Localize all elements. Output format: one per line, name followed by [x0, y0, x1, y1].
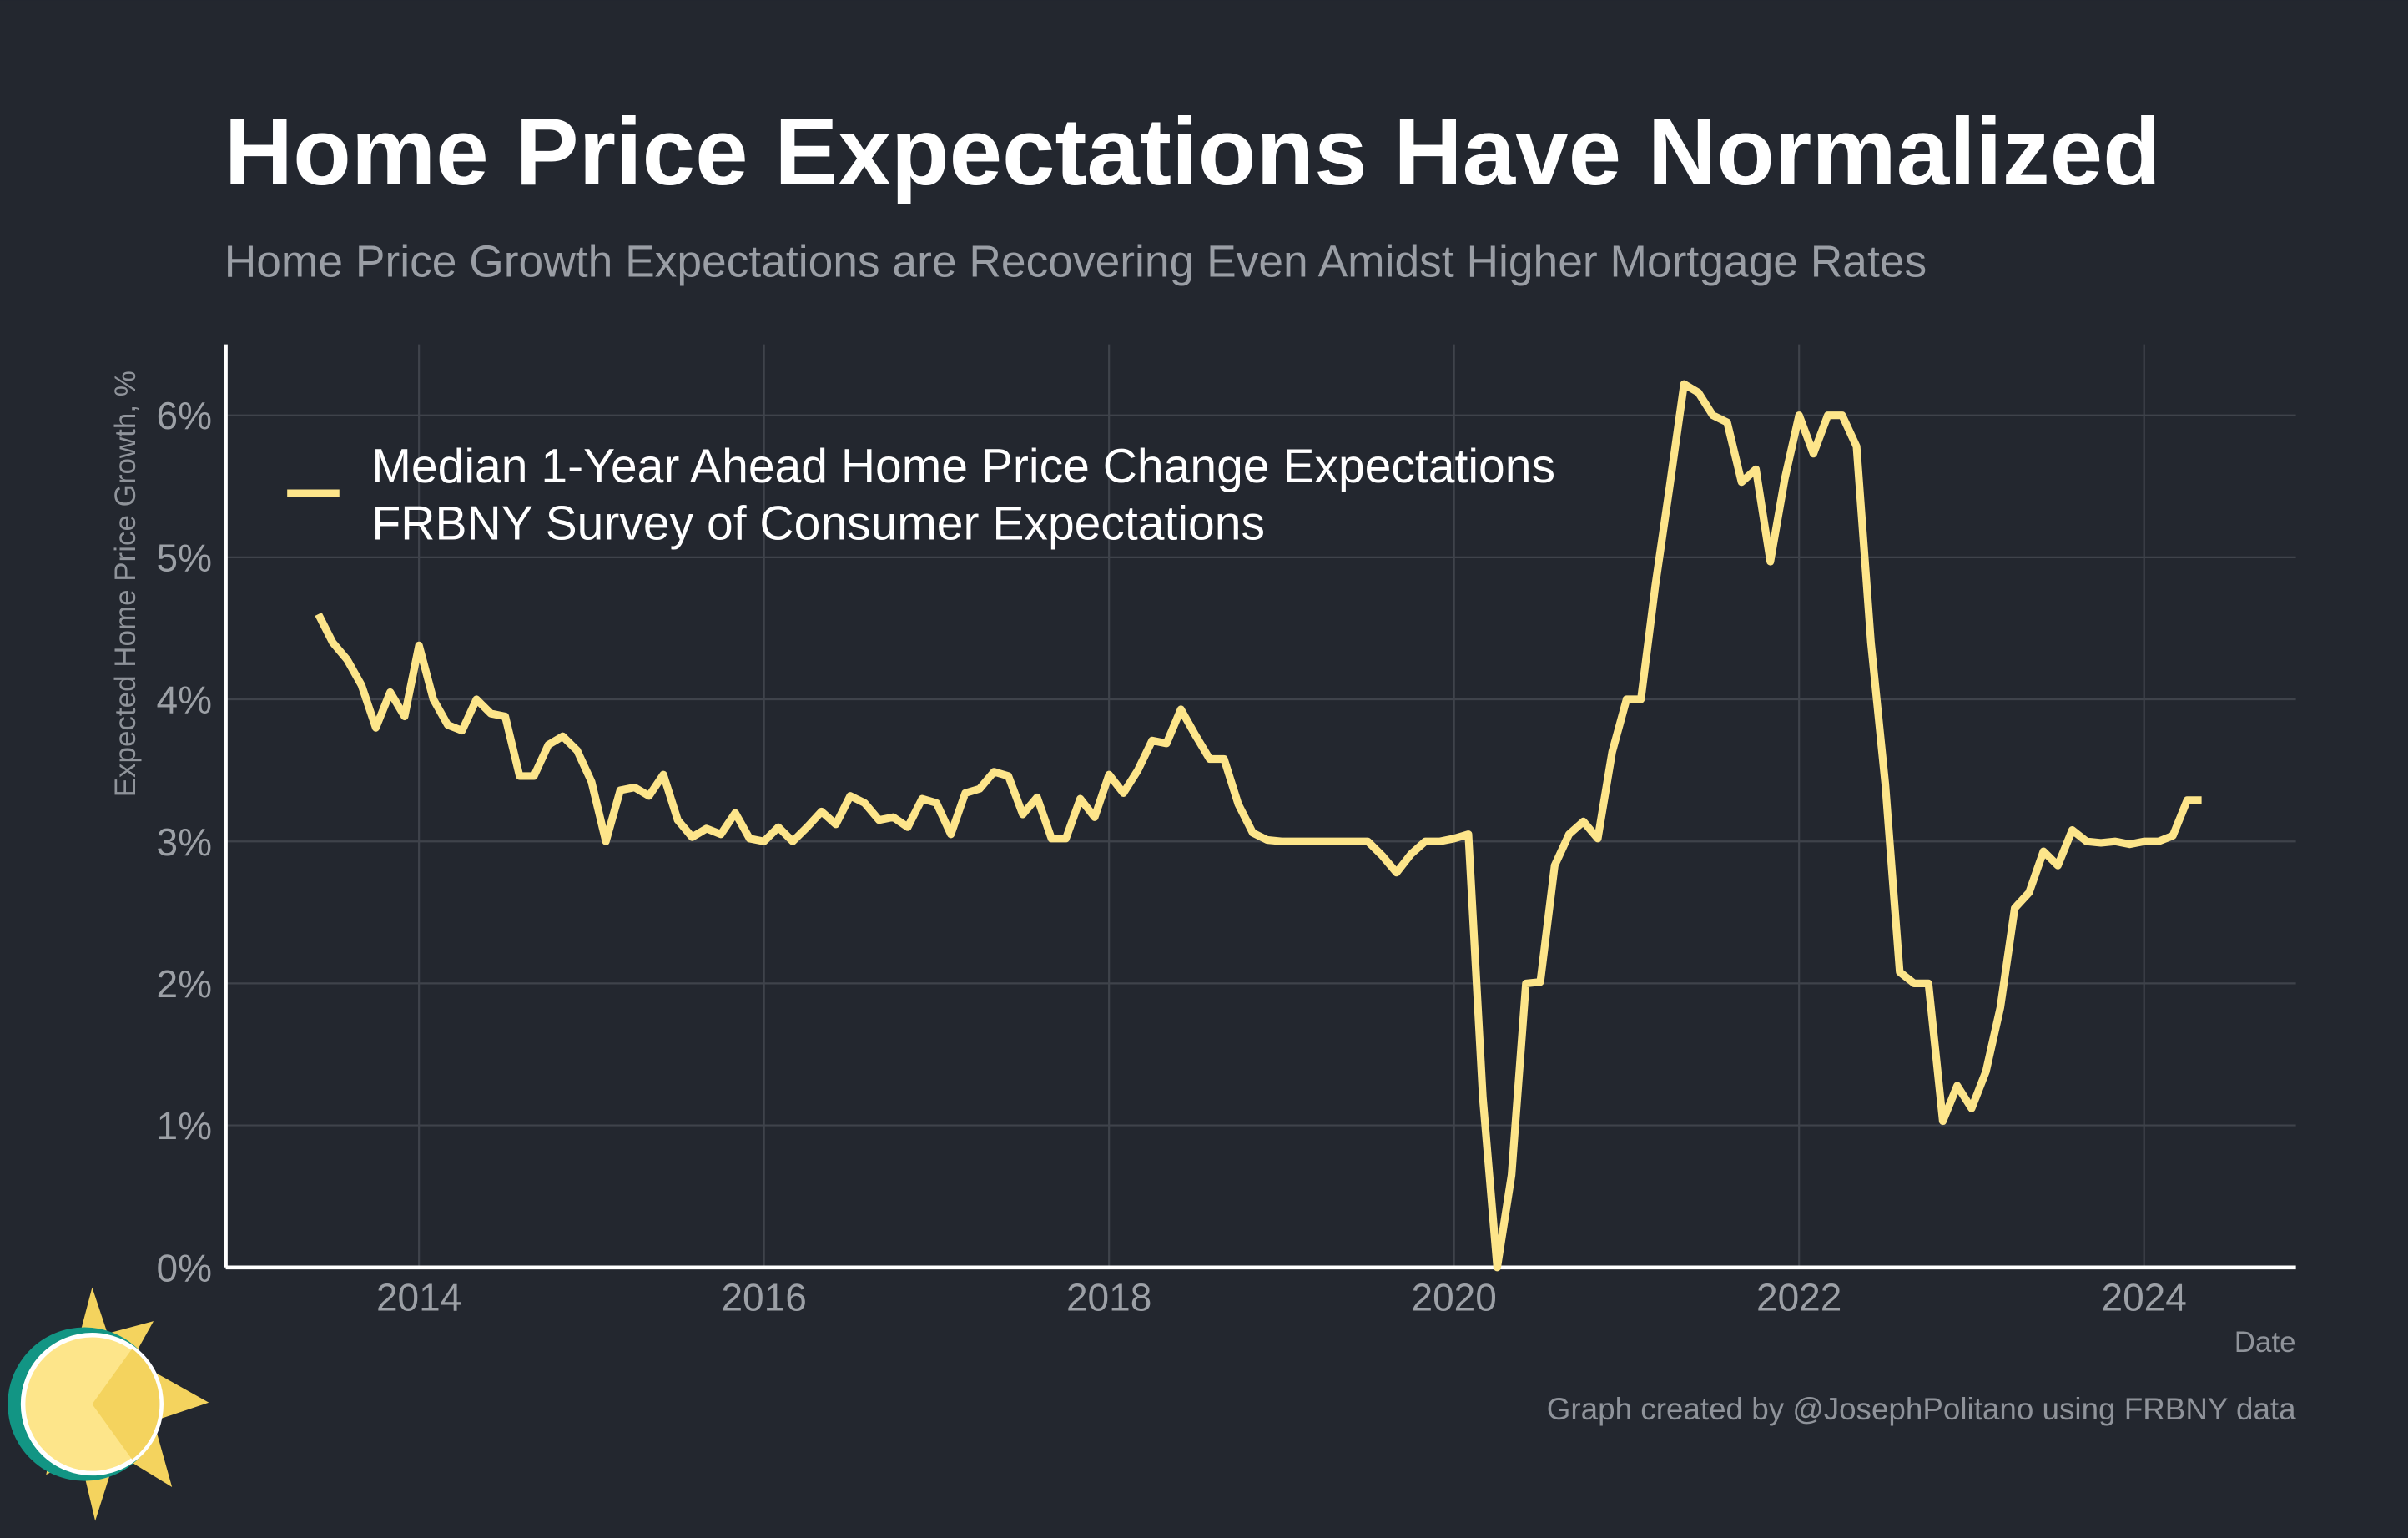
legend-label: Median 1-Year Ahead Home Price Change Ex…: [371, 440, 1555, 493]
y-tick-label: 3%: [157, 820, 212, 864]
x-tick-label: 2022: [1756, 1275, 1841, 1319]
x-tick-label: 2016: [721, 1275, 806, 1319]
data-line: [315, 380, 2202, 1272]
logo-shade: [92, 1349, 160, 1460]
chart-subtitle: Home Price Growth Expectations are Recov…: [224, 238, 1927, 287]
y-tick-label: 0%: [157, 1246, 212, 1289]
x-axis-label: Date: [2234, 1326, 2296, 1359]
plot-area: 0% 1% 2% 3% 4% 5% 6% 2014 2016 2018 2020 2022 2024 Me…: [157, 344, 2296, 1319]
legend-note: FRBNY Survey of Consumer Expectations: [371, 497, 1265, 550]
y-axis-label: Expected Home Price Growth, %: [109, 371, 142, 797]
logo: [8, 1287, 209, 1521]
caption: Graph created by @JosephPolitano using F…: [1547, 1392, 2296, 1426]
y-tick-label: 5%: [157, 536, 212, 579]
x-tick-label: 2018: [1066, 1275, 1151, 1319]
y-tick-label: 2%: [157, 962, 212, 1006]
chart-title: Home Price Expectations Have Normalized: [224, 99, 2161, 205]
y-tick-label: 1%: [157, 1104, 212, 1147]
x-tick-label: 2014: [376, 1275, 461, 1319]
y-tick-label: 4%: [157, 678, 212, 722]
y-tick-label: 6%: [157, 394, 212, 437]
x-tick-label: 2020: [1411, 1275, 1496, 1319]
x-tick-label: 2024: [2102, 1275, 2187, 1319]
